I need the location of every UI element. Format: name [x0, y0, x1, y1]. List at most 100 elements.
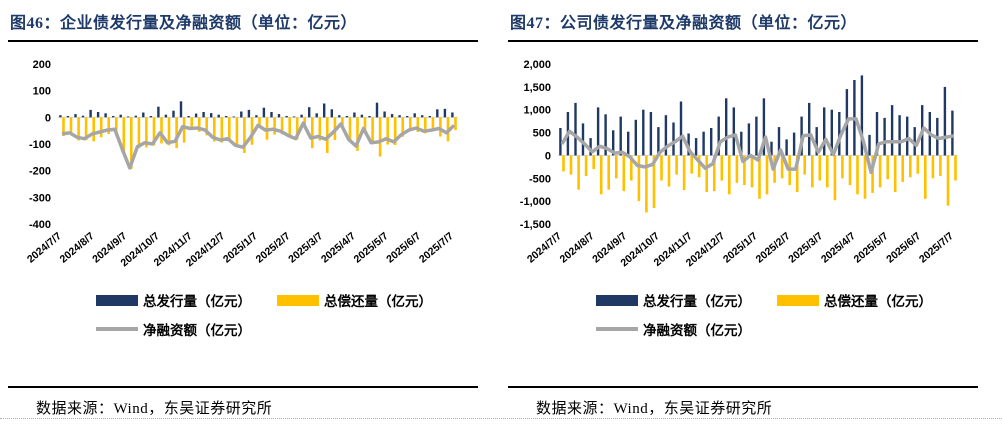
issuance-bar	[725, 98, 728, 156]
legend-label: 总偿还量（亿元）	[824, 294, 932, 309]
repayment-bar	[160, 117, 163, 144]
repayment-bar	[280, 117, 284, 135]
repayment-bar	[69, 117, 73, 135]
issuance-bar	[596, 107, 600, 156]
issuance-bar	[406, 116, 409, 118]
repayment-bar	[348, 117, 352, 141]
issuance-bar	[315, 113, 318, 118]
issuance-bar	[694, 138, 698, 156]
repayment-bar	[152, 117, 156, 146]
issuance-bar	[262, 107, 266, 118]
issuance-bar	[634, 119, 637, 156]
repayment-bar	[592, 155, 595, 170]
repayment-bar	[288, 117, 291, 137]
repayment-bar	[939, 155, 942, 176]
repayment-bar	[758, 155, 761, 199]
net-financing-line	[560, 117, 955, 175]
legend-label: 净融资额（亿元）	[143, 323, 251, 338]
repayment-bar	[878, 155, 882, 188]
repayment-bar	[599, 155, 603, 195]
svg-text:200: 200	[33, 59, 51, 71]
issuance-bar	[657, 127, 660, 156]
x-tick-label: 2025/4/7	[819, 230, 858, 266]
repayment-bar	[652, 155, 656, 208]
issuance-bar	[649, 112, 653, 156]
repayment-bar	[363, 117, 367, 132]
issuance-bar	[943, 86, 947, 156]
chart-legend: 总发行量（亿元） 总偿还量（亿元） 净融资额（亿元）	[96, 290, 432, 348]
issuance-bar	[717, 116, 720, 156]
title-divider	[8, 40, 478, 42]
repayment-bar	[803, 155, 806, 175]
svg-text:0: 0	[545, 150, 551, 162]
x-axis-labels: 2024/7/72024/8/72024/9/72024/10/72024/11…	[25, 230, 456, 269]
issuance-bar	[815, 127, 818, 156]
repayment-bar	[182, 117, 186, 143]
issuance-bar	[612, 130, 615, 156]
repayment-bar	[393, 117, 397, 145]
issuance-bar	[672, 122, 675, 156]
repayment-bar	[690, 155, 693, 174]
x-tick-label: 2024/8/7	[558, 230, 597, 266]
issuance-bar	[574, 102, 577, 156]
repayment-bar	[228, 117, 231, 140]
issuance-bar	[300, 114, 303, 118]
repayment-bar	[615, 155, 618, 179]
svg-text:-1,000: -1,000	[520, 196, 551, 208]
repayment-bar	[735, 155, 739, 183]
repayment-bar	[145, 117, 148, 148]
repayment-bar	[243, 117, 246, 153]
legend-item-net-financing: 净融资额（亿元）	[96, 319, 251, 339]
repayment-bar	[99, 117, 103, 138]
issuance-bar	[255, 115, 258, 118]
issuance-bar	[225, 116, 228, 118]
svg-text:-1,500: -1,500	[520, 219, 551, 231]
enterprise-bond-chart: 2001000-100-200-300-4002024/7/72024/8/72…	[25, 59, 458, 269]
repayment-bar	[175, 117, 178, 148]
repayment-bar	[386, 117, 389, 145]
repayment-bar	[569, 155, 573, 175]
issuance-bar	[210, 113, 213, 118]
issuance-bar	[179, 101, 183, 118]
corporate-bond-chart: 2,0001,5001,0005000-500-1,000-1,5002024/…	[520, 59, 958, 269]
legend-item-repayment: 总偿还量（亿元）	[777, 290, 932, 310]
repayment-bar	[273, 117, 276, 135]
legend-item-issuance: 总发行量（亿元）	[596, 290, 751, 310]
x-tick-label: 2025/3/7	[286, 230, 325, 266]
legend-label: 总偿还量（亿元）	[324, 294, 432, 309]
issuance-bar	[559, 128, 562, 156]
repayment-bar	[318, 117, 322, 141]
repayment-bar	[682, 155, 686, 191]
issuance-bar	[740, 131, 743, 156]
legend-row: 净融资额（亿元）	[96, 319, 432, 339]
issuance-bar	[383, 111, 386, 118]
repayment-bar	[220, 117, 224, 143]
issuance-bar	[785, 139, 788, 156]
issuance-bar	[762, 98, 766, 156]
figure-row: 图46：企业债发行量及净融资额（单位：亿元） 200 100 0 -100 -200 -3…	[0, 15, 1002, 419]
repayment-bar	[137, 117, 141, 149]
repayment-bar	[62, 117, 65, 136]
issuance-bar	[913, 127, 916, 156]
repayment-bar	[630, 155, 633, 181]
repayment-swatch	[277, 294, 319, 306]
issuance-bar	[119, 114, 122, 118]
issuance-bar	[247, 109, 251, 118]
repayment-bar	[303, 117, 306, 126]
repayment-bar	[258, 117, 261, 128]
issuance-bars	[59, 101, 454, 118]
repayment-bar	[818, 155, 822, 181]
issuance-bar	[860, 75, 864, 156]
repayment-swatch	[777, 294, 819, 306]
repayment-bar	[675, 155, 678, 175]
issuance-swatch	[596, 294, 638, 306]
issuance-bar	[604, 114, 607, 156]
repayment-bar	[901, 155, 904, 182]
legend-row: 总发行量（亿元） 总偿还量（亿元）	[596, 290, 932, 310]
repayment-bar	[713, 155, 716, 192]
repayment-bar	[107, 117, 110, 135]
issuance-bar	[104, 113, 107, 118]
issuance-bar	[619, 116, 622, 156]
issuance-bar	[443, 108, 447, 118]
svg-text:500: 500	[533, 128, 551, 140]
